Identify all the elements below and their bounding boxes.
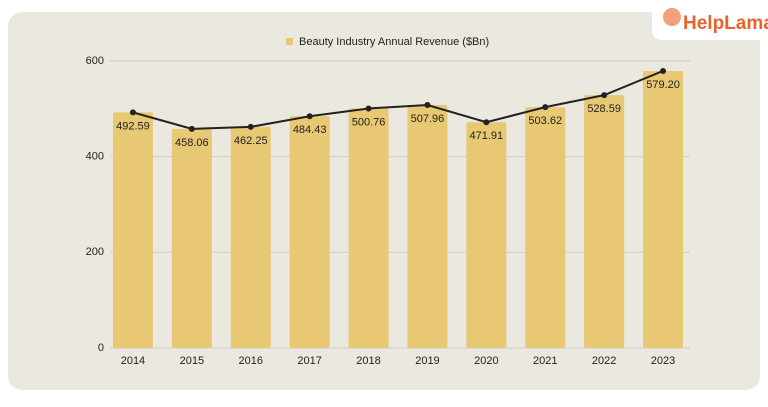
bar <box>407 105 448 348</box>
line-point <box>365 105 372 112</box>
logo-box <box>652 0 768 40</box>
value-label: 484.43 <box>293 124 327 136</box>
x-tick-label: 2018 <box>356 355 380 367</box>
line-point <box>542 104 549 111</box>
value-label: 500.76 <box>352 116 386 128</box>
y-tick-label: 0 <box>98 342 104 354</box>
line-point <box>483 119 490 126</box>
x-tick-label: 2014 <box>121 355 145 367</box>
bar <box>230 126 271 349</box>
value-label: 492.59 <box>116 120 150 132</box>
value-label: 458.06 <box>175 137 209 149</box>
bar <box>289 116 330 349</box>
bar <box>171 128 212 348</box>
x-tick-label: 2023 <box>651 355 675 367</box>
bar <box>525 107 566 348</box>
x-tick-label: 2021 <box>533 355 557 367</box>
value-label: 528.59 <box>587 103 621 115</box>
legend-swatch <box>286 38 293 45</box>
bar <box>348 108 389 348</box>
value-label: 579.20 <box>646 79 680 91</box>
bar <box>112 112 153 349</box>
value-label: 471.91 <box>470 130 504 142</box>
value-label: 507.96 <box>411 113 445 125</box>
line-point <box>424 102 431 109</box>
line-point <box>306 113 313 120</box>
line-point <box>601 92 608 99</box>
x-tick-label: 2022 <box>592 355 616 367</box>
x-tick-label: 2016 <box>239 355 263 367</box>
logo-text: HelpLama <box>683 13 768 34</box>
x-tick-label: 2015 <box>180 355 204 367</box>
y-tick-label: 200 <box>86 246 104 258</box>
logo-icon <box>663 8 681 26</box>
value-label: 503.62 <box>528 115 562 127</box>
legend-label: Beauty Industry Annual Revenue ($Bn) <box>299 36 489 48</box>
x-tick-label: 2017 <box>297 355 321 367</box>
trend-line <box>132 70 664 130</box>
bar <box>466 122 507 348</box>
value-label: 462.25 <box>234 135 268 147</box>
line-point <box>247 123 254 130</box>
bar <box>643 70 684 348</box>
line-point <box>129 109 136 116</box>
bar <box>584 95 625 349</box>
y-tick-label: 600 <box>86 55 104 67</box>
line-point <box>660 67 667 74</box>
y-tick-label: 400 <box>86 151 104 163</box>
x-tick-label: 2019 <box>415 355 439 367</box>
line-point <box>188 125 195 132</box>
x-tick-label: 2020 <box>474 355 498 367</box>
